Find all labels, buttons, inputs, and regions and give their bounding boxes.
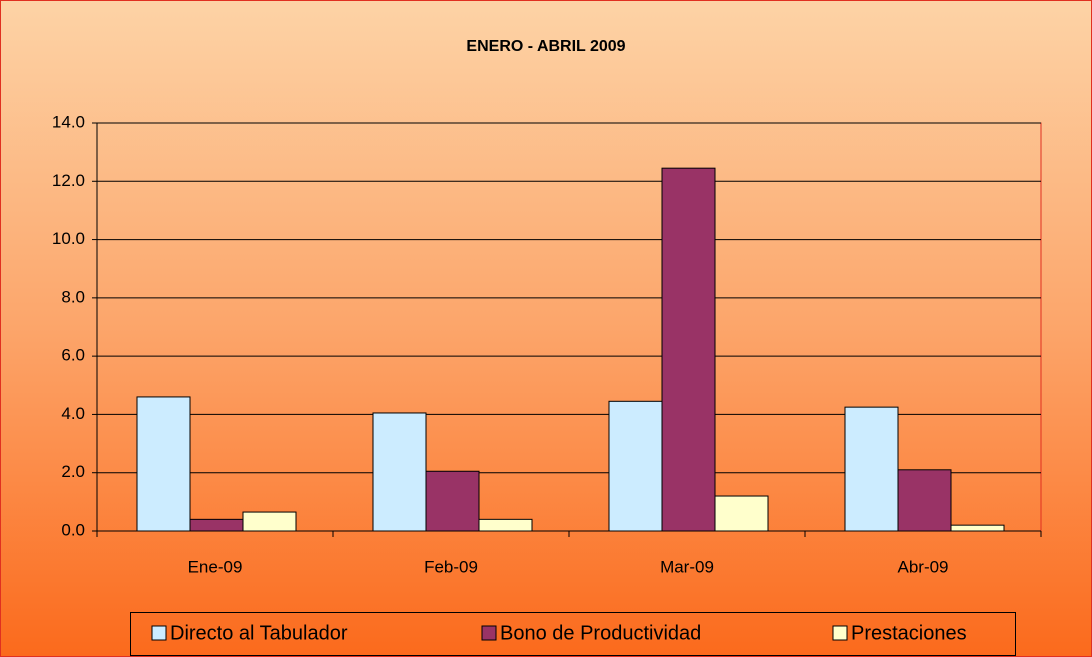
y-tick-label: 10.0 [52,229,85,248]
legend-label: Directo al Tabulador [170,622,348,644]
y-tick-label: 6.0 [61,346,85,365]
y-tick-label: 14.0 [52,112,85,131]
chart-title: ENERO - ABRIL 2009 [466,38,625,55]
legend-swatch [481,625,497,641]
legend-label: Prestaciones [851,622,967,644]
y-tick-label: 8.0 [61,287,85,306]
y-tick-label: 4.0 [61,404,85,423]
x-tick-label: Abr-09 [897,557,948,576]
bar [189,518,244,532]
legend-label: Bono de Productividad [500,622,701,644]
y-tick-label: 12.0 [52,171,85,190]
legend-swatch [151,625,167,641]
x-tick-label: Mar-09 [660,557,714,576]
bar [242,511,297,532]
legend-swatch [832,625,848,641]
bar [372,412,427,532]
y-tick-label: 0.0 [61,520,85,539]
bar [897,469,952,532]
bar [136,396,191,532]
bar [608,400,663,532]
bar [661,167,716,532]
bar [478,518,533,532]
bar [950,524,1005,532]
bar [844,406,899,532]
y-tick-label: 2.0 [61,462,85,481]
x-tick-label: Feb-09 [424,557,478,576]
bar [714,495,769,532]
x-tick-label: Ene-09 [188,557,243,576]
legend-box [130,612,1016,656]
bar [425,470,480,532]
